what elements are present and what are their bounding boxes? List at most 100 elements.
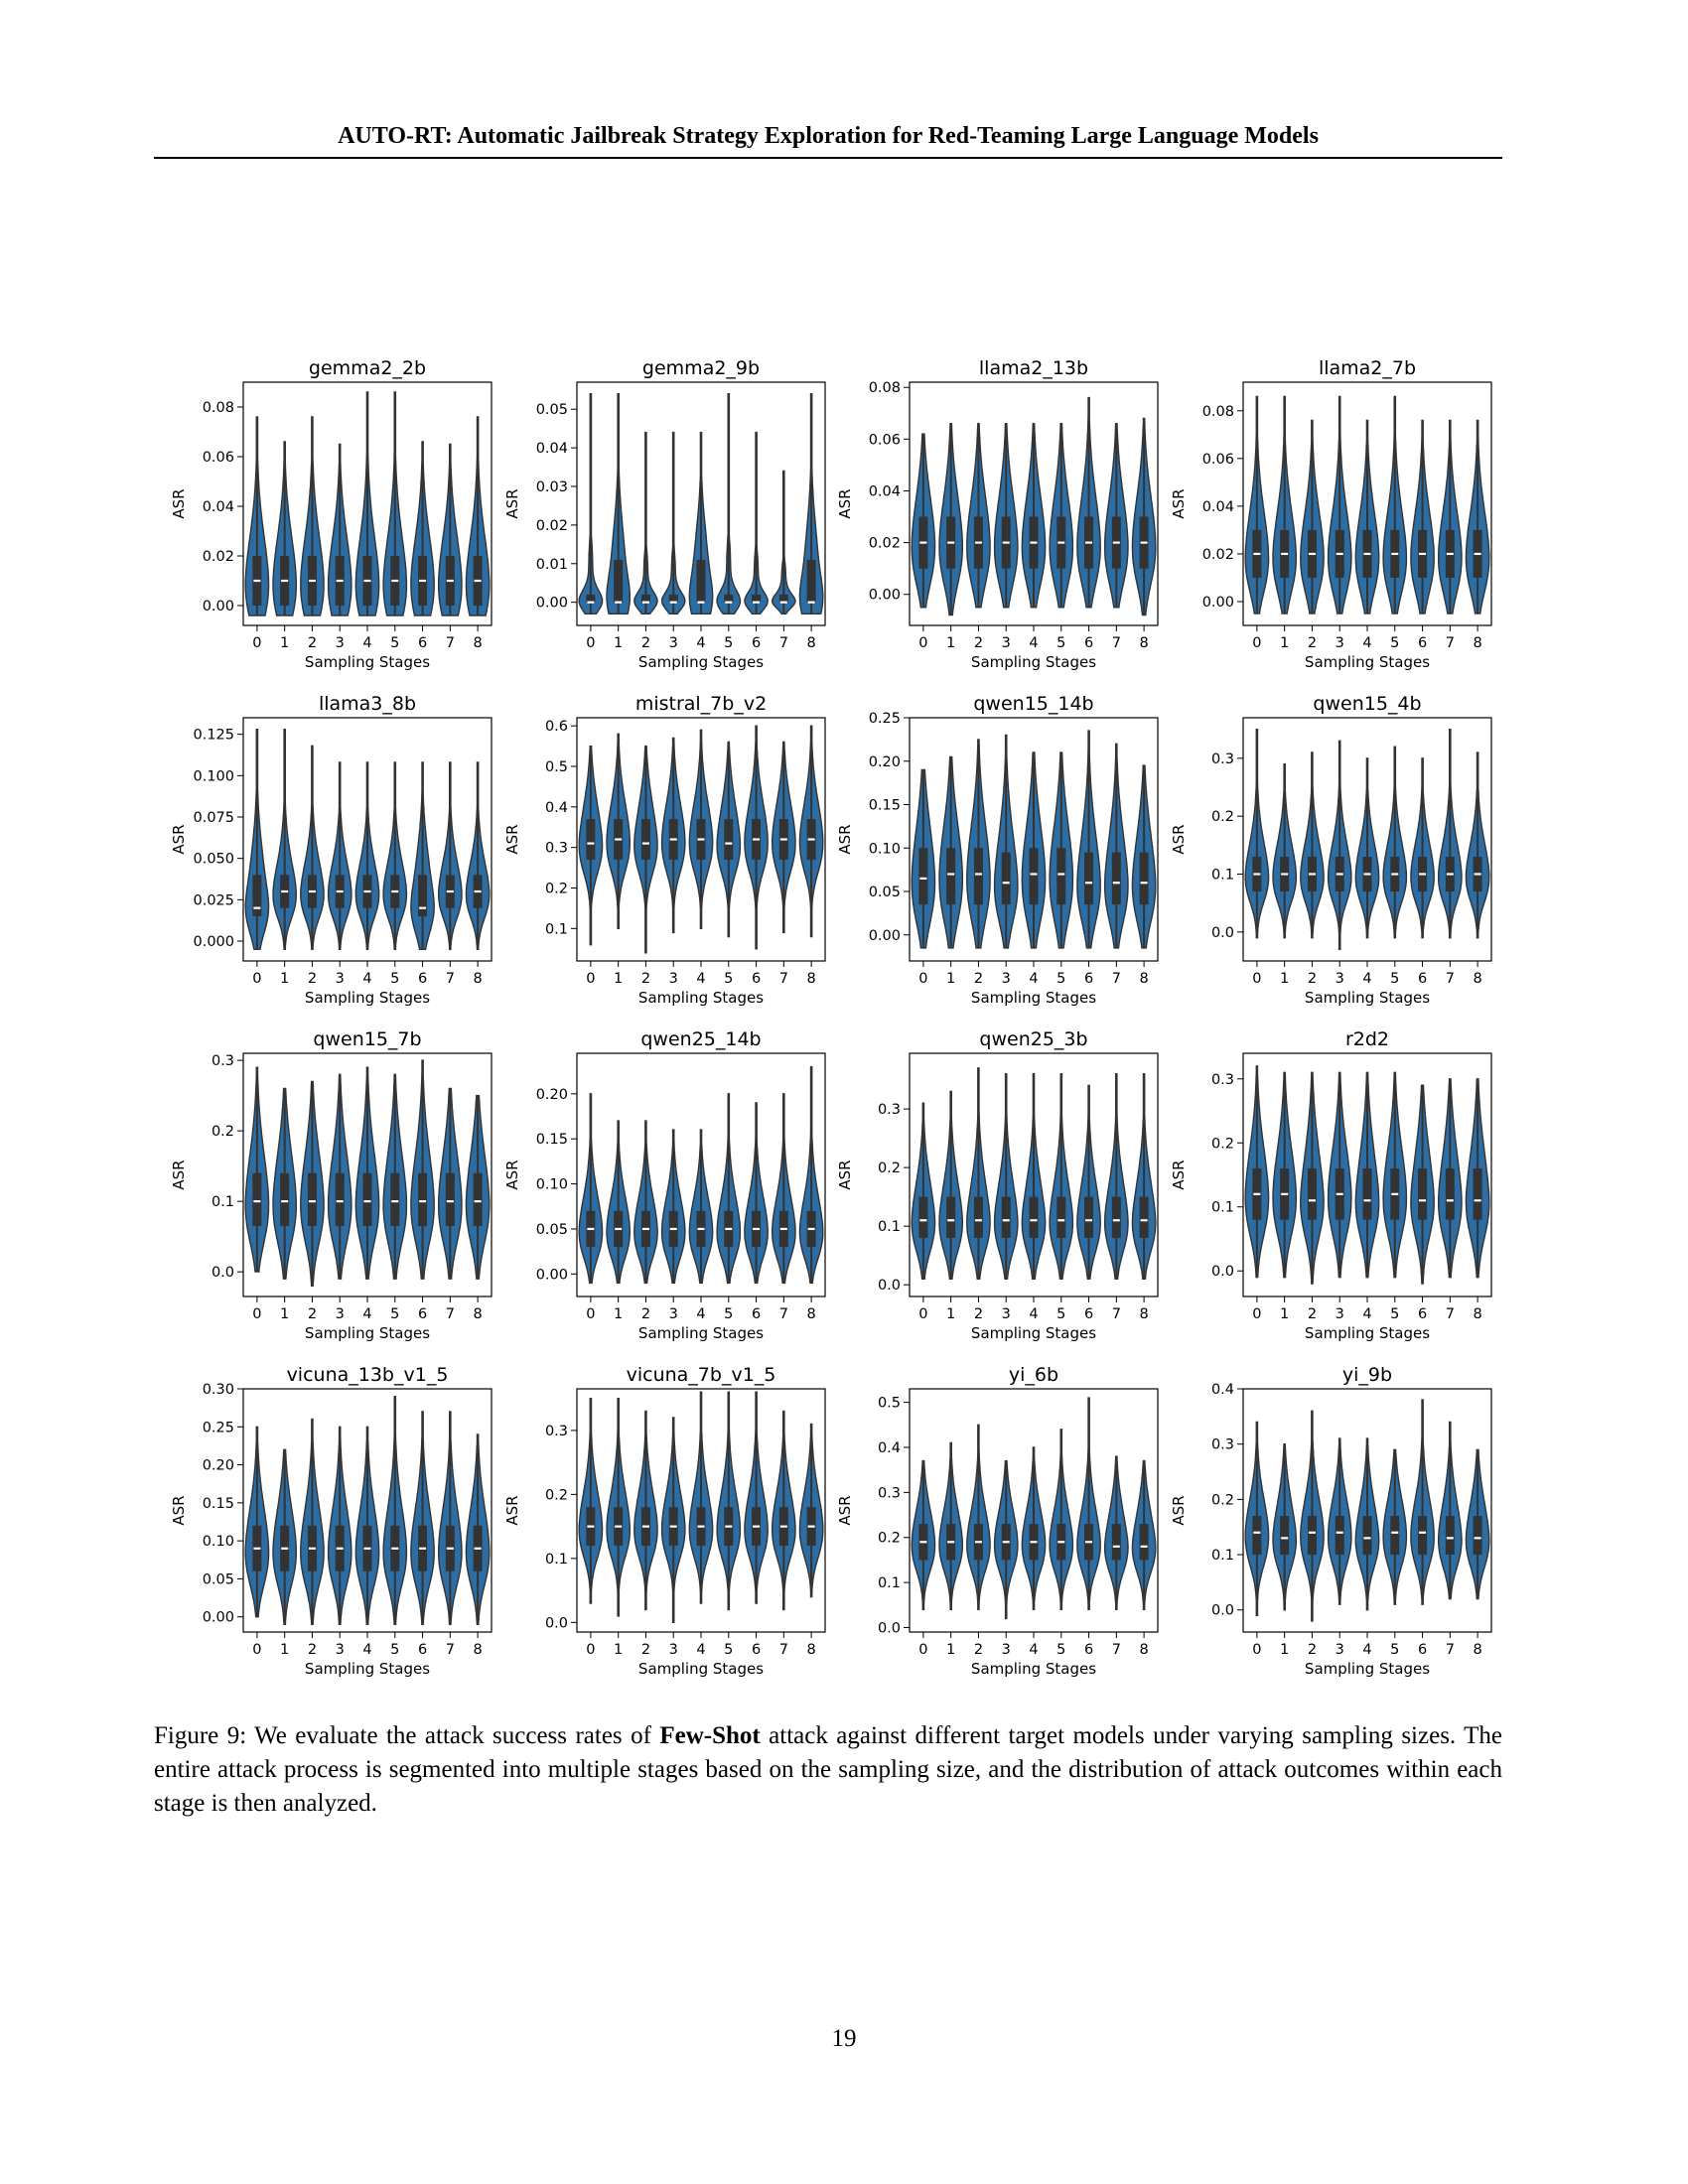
x-tick-label: 4 bbox=[1362, 971, 1371, 987]
x-tick-label: 3 bbox=[669, 971, 678, 987]
x-tick-label: 4 bbox=[362, 971, 371, 987]
y-tick-label: 0.30 bbox=[203, 1382, 234, 1398]
figure-caption: Figure 9: We evaluate the attack success… bbox=[154, 1719, 1502, 1821]
x-tick-label: 3 bbox=[1336, 1306, 1344, 1322]
x-tick-label: 8 bbox=[806, 1306, 815, 1322]
x-tick-label: 2 bbox=[641, 1642, 650, 1658]
y-tick-label: 0.01 bbox=[536, 557, 568, 573]
violin-iqr-box bbox=[1029, 848, 1039, 905]
subplot-title: qwen15_4b bbox=[1313, 693, 1421, 715]
violin-iqr-box bbox=[252, 875, 262, 916]
y-tick-label: 0.0 bbox=[1211, 1603, 1234, 1619]
x-tick-label: 4 bbox=[1362, 1306, 1371, 1322]
violin-iqr-box bbox=[445, 1172, 455, 1226]
violin-iqr-box bbox=[473, 1172, 483, 1226]
y-tick-label: 0.3 bbox=[545, 1424, 568, 1439]
x-axis-label: Sampling Stages bbox=[1305, 1660, 1430, 1678]
y-tick-label: 0.2 bbox=[878, 1531, 901, 1547]
y-tick-label: 0.0 bbox=[878, 1620, 901, 1636]
y-tick-label: 0.2 bbox=[1211, 1492, 1234, 1508]
subplot-qwen15_7b: qwen15_7b 0.0 0.1 0.2 0.3 ASR 0 1 2 3 4 5 6 7 8 Samplin… bbox=[170, 1028, 492, 1342]
violin-iqr-box bbox=[280, 1172, 290, 1226]
y-tick-label: 0.1 bbox=[1211, 1548, 1234, 1564]
x-tick-label: 6 bbox=[1084, 971, 1093, 987]
y-tick-label: 0.3 bbox=[545, 841, 568, 857]
violin-iqr-box bbox=[918, 848, 928, 905]
violin-iqr-box bbox=[1139, 1524, 1149, 1561]
x-tick-label: 5 bbox=[1390, 971, 1399, 987]
y-tick-label: 0.0 bbox=[1211, 1264, 1234, 1280]
x-tick-label: 0 bbox=[918, 635, 927, 651]
y-tick-label: 0.04 bbox=[536, 441, 568, 457]
x-tick-label: 6 bbox=[1418, 1642, 1427, 1658]
y-tick-label: 0.1 bbox=[545, 1552, 568, 1568]
x-tick-label: 0 bbox=[252, 635, 261, 651]
y-tick-label: 0.3 bbox=[878, 1485, 901, 1501]
y-tick-label: 0.15 bbox=[203, 1496, 234, 1512]
x-tick-label: 1 bbox=[614, 971, 623, 987]
subplot-vicuna_7b_v1_5: vicuna_7b_v1_5 0.0 0.1 0.2 0.3 ASR 0 1 2 3 4 5 6 7 8 Sa… bbox=[503, 1364, 826, 1678]
x-tick-label: 2 bbox=[1308, 1306, 1317, 1322]
y-tick-label: 0.4 bbox=[878, 1440, 901, 1456]
violin-iqr-box bbox=[640, 594, 650, 603]
x-tick-label: 0 bbox=[252, 1306, 261, 1322]
x-tick-label: 3 bbox=[669, 1306, 678, 1322]
violin-iqr-box bbox=[973, 848, 983, 905]
violin-iqr-box bbox=[1139, 852, 1149, 905]
y-tick-label: 0.10 bbox=[536, 1177, 568, 1193]
violin-iqr-box bbox=[1335, 1516, 1344, 1556]
y-tick-label: 0.00 bbox=[536, 596, 568, 612]
header-rule bbox=[154, 157, 1502, 159]
x-tick-label: 7 bbox=[446, 971, 455, 987]
x-axis-label: Sampling Stages bbox=[971, 1660, 1096, 1678]
violin-iqr-box bbox=[1307, 1516, 1317, 1556]
x-axis-label: Sampling Stages bbox=[971, 653, 1096, 671]
y-axis-label: ASR bbox=[503, 1160, 521, 1189]
x-tick-label: 3 bbox=[336, 1642, 345, 1658]
x-tick-label: 6 bbox=[418, 1642, 427, 1658]
y-tick-label: 0.1 bbox=[1211, 1200, 1234, 1216]
y-tick-label: 0.1 bbox=[211, 1194, 234, 1210]
violin-iqr-box bbox=[614, 559, 624, 603]
x-tick-label: 8 bbox=[1473, 1306, 1481, 1322]
violin-iqr-box bbox=[668, 594, 678, 603]
x-tick-label: 4 bbox=[1029, 1306, 1038, 1322]
x-tick-label: 4 bbox=[696, 635, 705, 651]
x-tick-label: 3 bbox=[336, 1306, 345, 1322]
violin-iqr-box bbox=[1111, 1196, 1121, 1238]
x-tick-label: 1 bbox=[1280, 1642, 1289, 1658]
x-tick-label: 3 bbox=[1336, 1642, 1344, 1658]
y-tick-label: 0.15 bbox=[869, 798, 901, 814]
y-axis-label: ASR bbox=[1170, 1160, 1188, 1189]
x-tick-label: 0 bbox=[586, 1642, 595, 1658]
violin-iqr-box bbox=[586, 594, 596, 603]
x-tick-label: 8 bbox=[473, 971, 482, 987]
y-tick-label: 0.075 bbox=[193, 810, 234, 826]
x-tick-label: 7 bbox=[1446, 1642, 1455, 1658]
x-tick-label: 0 bbox=[1252, 1306, 1261, 1322]
x-tick-label: 0 bbox=[586, 971, 595, 987]
subplot-title: gemma2_9b bbox=[642, 357, 760, 379]
x-tick-label: 6 bbox=[752, 971, 761, 987]
violin-iqr-box bbox=[1111, 1524, 1121, 1561]
y-axis-label: ASR bbox=[836, 824, 854, 854]
x-tick-label: 2 bbox=[641, 635, 650, 651]
x-axis-label: Sampling Stages bbox=[971, 1324, 1096, 1342]
y-tick-label: 0.02 bbox=[203, 549, 234, 565]
violin-iqr-box bbox=[696, 559, 706, 603]
violin-iqr-box bbox=[724, 819, 734, 860]
y-tick-label: 0.00 bbox=[203, 599, 234, 614]
x-tick-label: 3 bbox=[336, 635, 345, 651]
y-tick-label: 0.02 bbox=[536, 518, 568, 534]
x-tick-label: 7 bbox=[1446, 971, 1455, 987]
y-tick-label: 0.2 bbox=[545, 1487, 568, 1503]
caption-text-after: attack against different target models u… bbox=[154, 1722, 1503, 1817]
violin-iqr-box bbox=[1084, 852, 1094, 905]
x-tick-label: 6 bbox=[1418, 635, 1427, 651]
violin-iqr-box bbox=[1001, 852, 1011, 905]
subplot-qwen15_14b: qwen15_14b 0.00 0.05 0.10 0.15 0.20 0.25 ASR 0 1 2… bbox=[836, 693, 1159, 1007]
y-tick-label: 0.00 bbox=[1202, 595, 1234, 611]
y-tick-label: 0.15 bbox=[536, 1132, 568, 1148]
x-tick-label: 1 bbox=[280, 971, 289, 987]
